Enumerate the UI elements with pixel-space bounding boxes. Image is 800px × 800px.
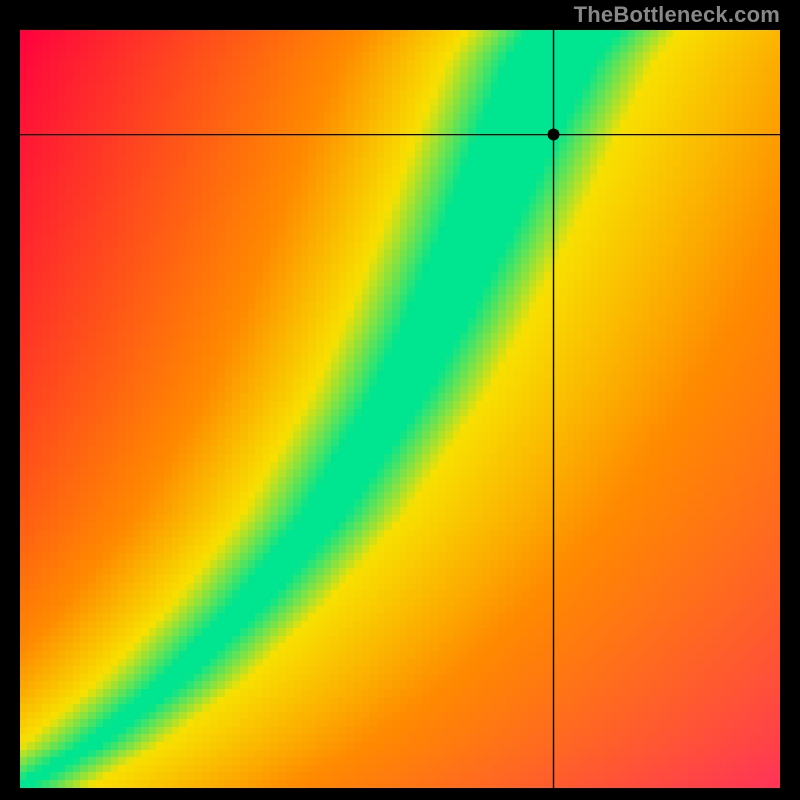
watermark-text: TheBottleneck.com bbox=[574, 2, 780, 28]
heatmap-plot bbox=[20, 30, 780, 788]
heatmap-canvas bbox=[20, 30, 780, 788]
figure-root: TheBottleneck.com bbox=[0, 0, 800, 800]
